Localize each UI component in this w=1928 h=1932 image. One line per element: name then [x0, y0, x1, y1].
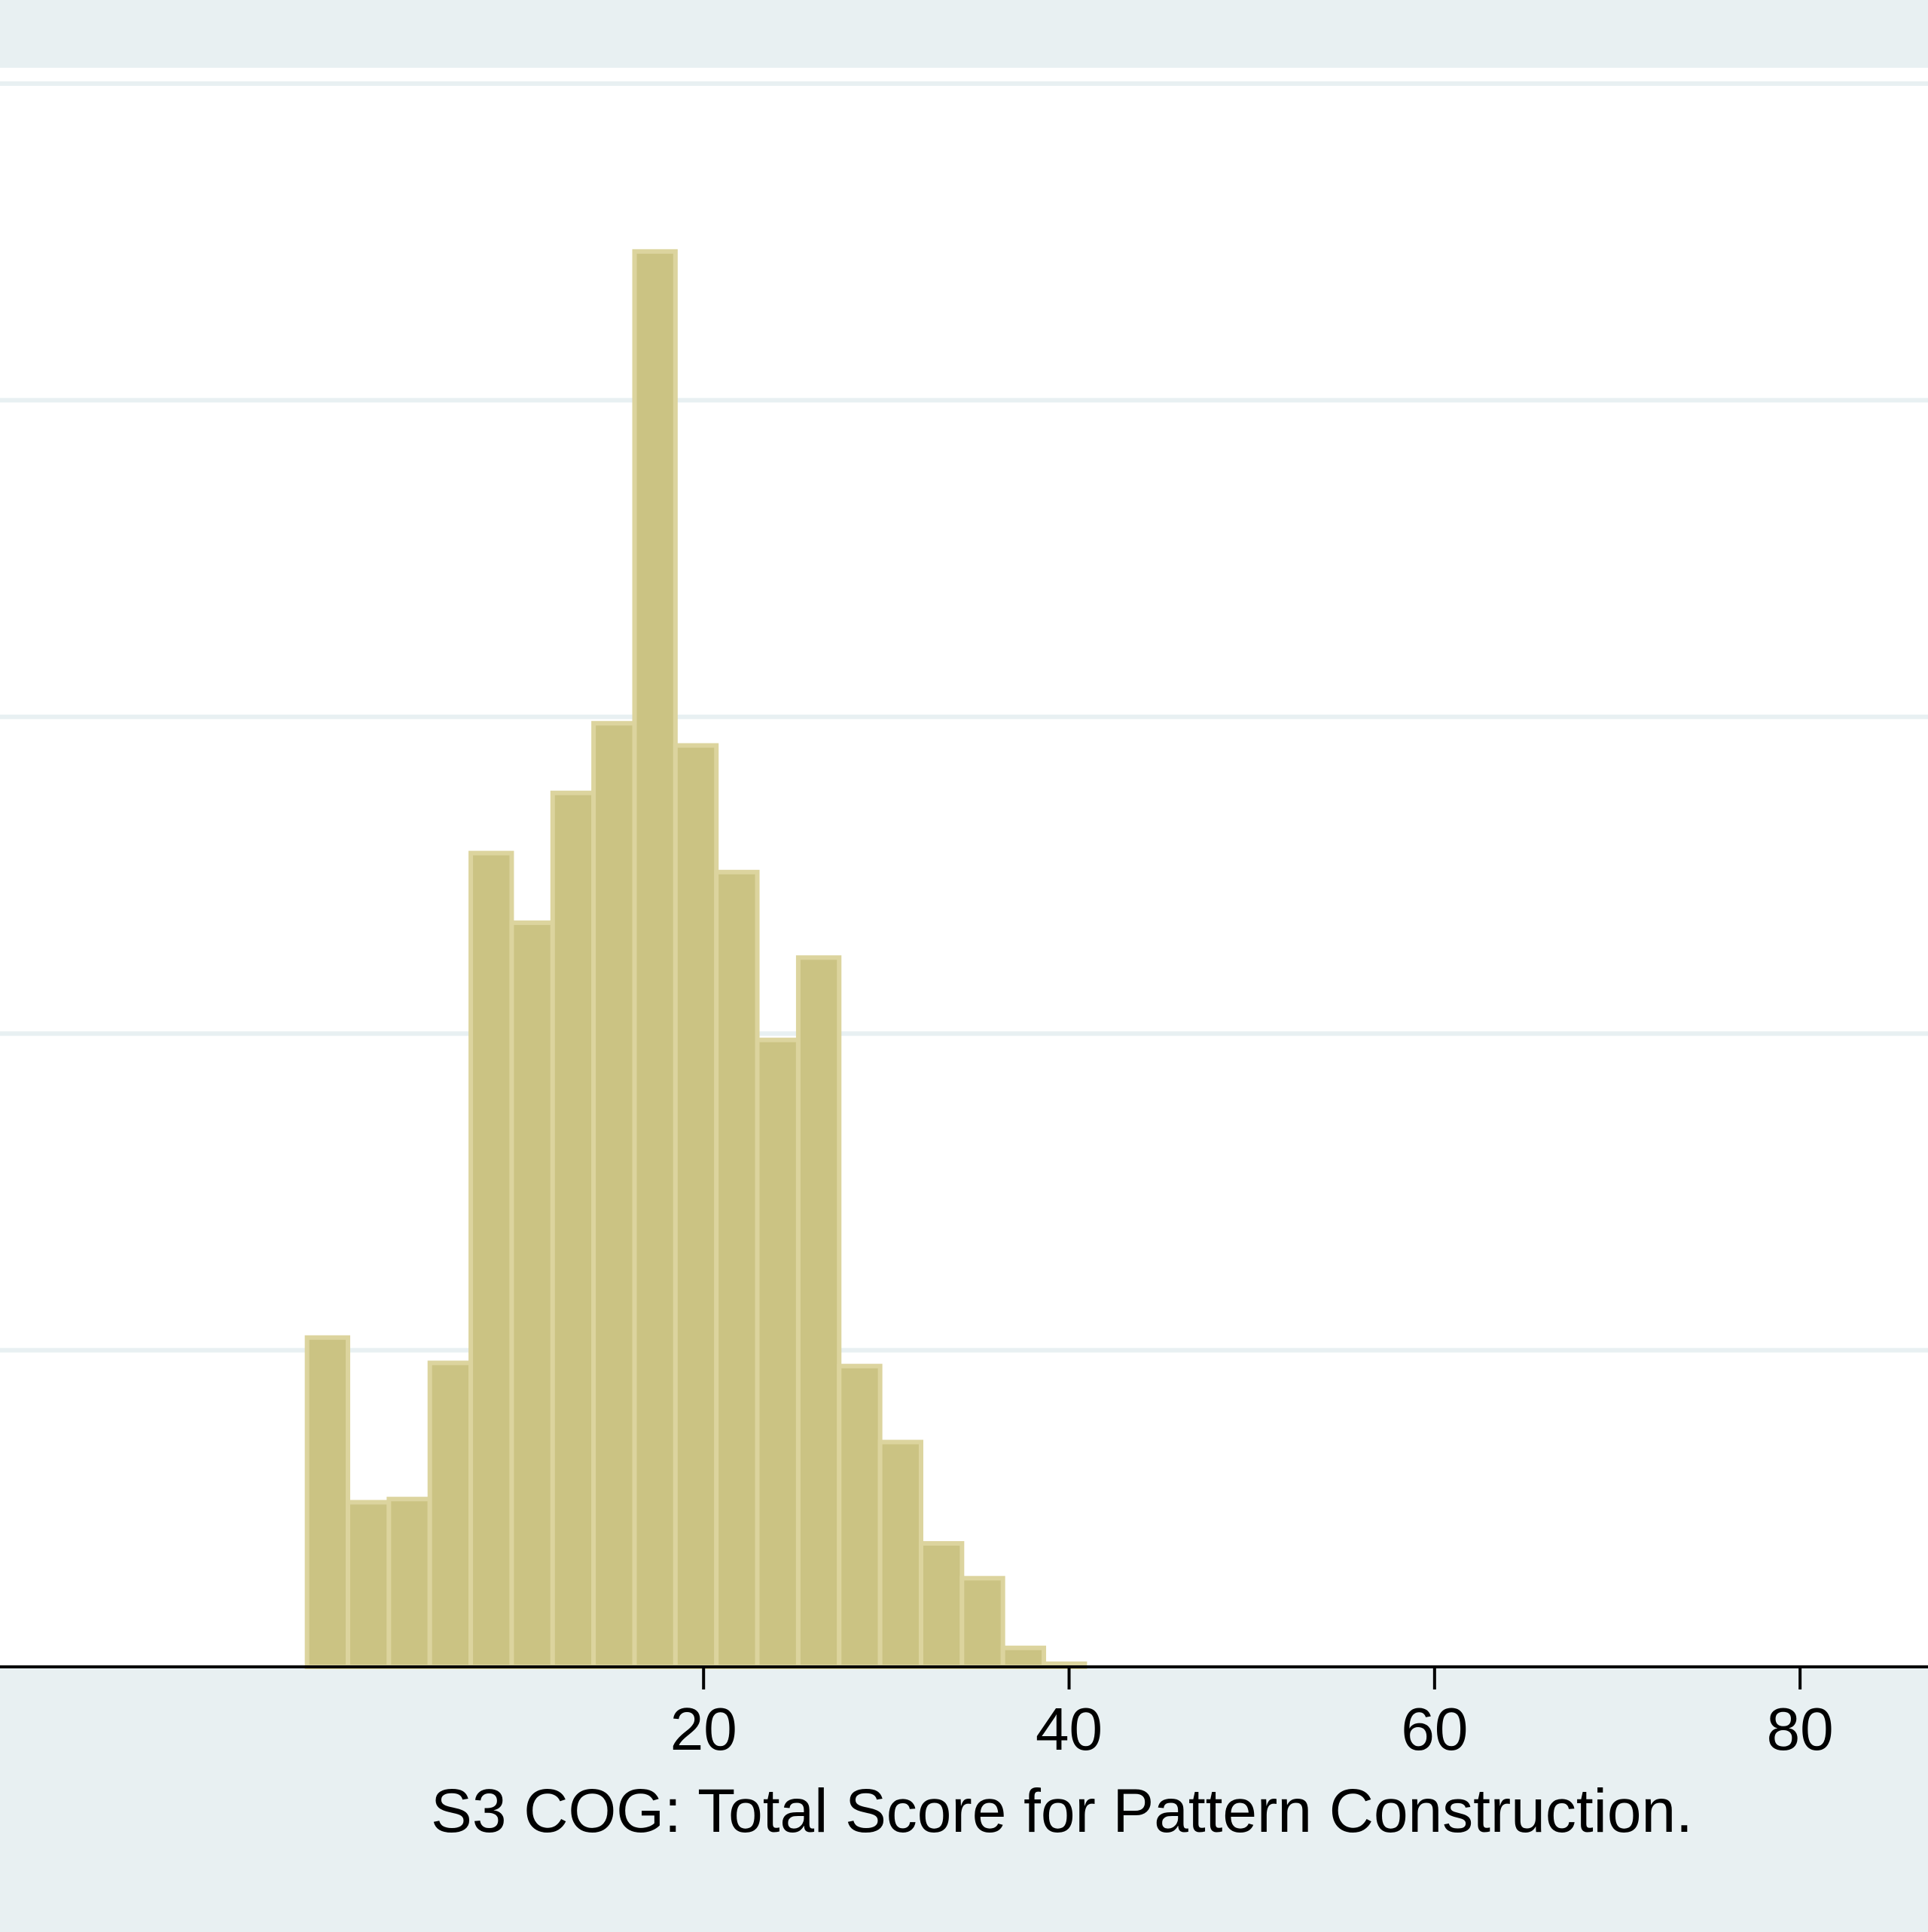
- histogram-bar-15: [877, 1439, 923, 1669]
- histogram-bar-16: [918, 1541, 965, 1670]
- histogram-bar-18: [1000, 1645, 1047, 1669]
- plot-area: [0, 68, 1928, 1667]
- histogram-bar-14: [837, 1363, 883, 1670]
- histogram-bar-8: [591, 721, 637, 1669]
- histogram-bar-11: [714, 869, 760, 1669]
- x-tick-label-60: 60: [1401, 1695, 1468, 1763]
- histogram-bar-10: [673, 743, 719, 1669]
- histogram-bars: [304, 249, 1088, 1670]
- histogram-bar-4: [427, 1360, 474, 1669]
- histogram-bar-7: [550, 790, 596, 1669]
- histogram-bar-1: [304, 1335, 351, 1669]
- histogram-bar-6: [509, 920, 555, 1669]
- x-axis-title: S3 COG: Total Score for Pattern Construc…: [431, 1777, 1693, 1845]
- x-tick-label-20: 20: [670, 1695, 737, 1763]
- histogram-bar-9: [632, 249, 678, 1669]
- histogram-bar-3: [386, 1497, 432, 1669]
- x-axis-ticks: 20 40 60 80: [670, 1667, 1834, 1763]
- histogram-bar-13: [795, 955, 842, 1669]
- histogram-bar-12: [755, 1037, 801, 1669]
- histogram-bar-17: [959, 1576, 1005, 1669]
- histogram-bar-2: [346, 1500, 392, 1669]
- histogram-bar-5: [468, 850, 514, 1669]
- x-tick-label-40: 40: [1036, 1695, 1103, 1763]
- x-tick-label-80: 80: [1767, 1695, 1834, 1763]
